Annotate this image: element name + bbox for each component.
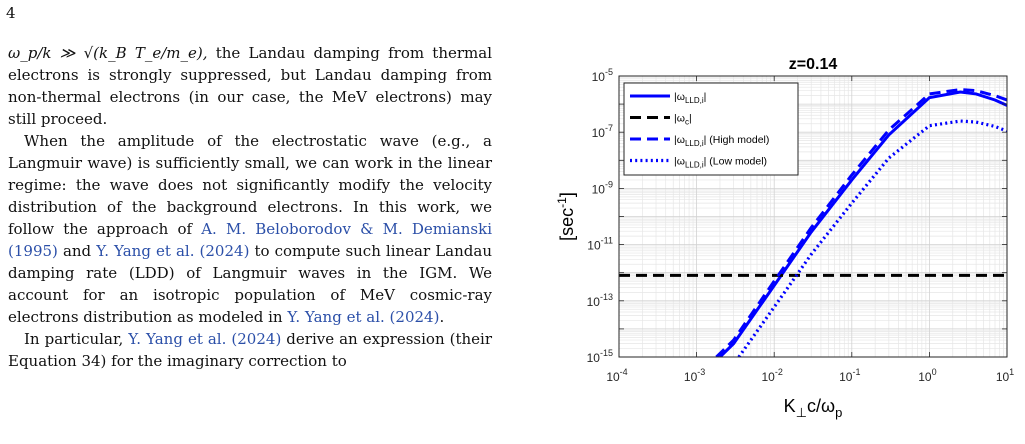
series-line-1 (718, 90, 1007, 357)
citation-link[interactable]: Y. Yang et al. (2024) (287, 308, 440, 326)
citation-link[interactable]: Y. Yang et al. (2024) (128, 330, 282, 348)
x-tick-label: 101 (996, 367, 1014, 384)
damping-rate-chart: 10-4 10-3 10-2 10-1 100 101 10-15 10-13 10-11 10-… (555, 56, 1014, 420)
paragraph-text: and (57, 242, 97, 260)
paragraph-text: . (439, 308, 445, 326)
paragraph-text: the Landau damping from thermal electron… (8, 44, 492, 128)
citation-author: Y. Yang et al. (287, 308, 385, 326)
paragraph: ω_p/k ≫ √(k_B T_e/m_e), the Landau dampi… (8, 42, 492, 130)
x-tick-label: 10-1 (839, 367, 860, 384)
citation-year: 2024 (205, 242, 244, 260)
page-number: 4 (6, 4, 16, 22)
legend-box (623, 82, 799, 176)
paragraph-text: to compute such linear Landau damping ra… (8, 242, 492, 326)
series-line-3 (715, 88, 1007, 357)
legend-label-3: |ωLLD,i| (High model) (674, 134, 769, 148)
body-text: ω_p/k ≫ √(k_B T_e/m_e), the Landau dampi… (8, 42, 492, 372)
citation-author: A. M. Beloborodov & M. Demianski (201, 220, 493, 238)
inline-math: ω_p/k ≫ √(k_B T_e/m_e), (8, 44, 208, 62)
y-axis-label: [sec-1] (555, 192, 577, 241)
y-tick-label: 10-9 (592, 179, 613, 196)
chart-title: z=0.14 (789, 56, 838, 73)
x-tick-label: 100 (918, 367, 936, 384)
x-axis-label: K⊥c/ωp (784, 396, 843, 420)
citation-link[interactable]: A. M. Beloborodov & M. Demianski (1995) (8, 220, 493, 260)
y-tick-label: 10-13 (587, 292, 613, 309)
paragraph: In particular, Y. Yang et al. (2024) der… (8, 328, 492, 372)
citation-link[interactable]: Y. Yang et al. (2024) (96, 242, 250, 260)
citation-author: Y. Yang et al. (128, 330, 227, 348)
paragraph-text: derive an expression (their Equation 34)… (8, 330, 492, 370)
paragraph-text: When the amplitude of the electrostatic … (8, 132, 492, 238)
y-tick-label: 10-15 (587, 348, 613, 365)
legend-label-1: |ωLLD,i| (674, 91, 706, 105)
x-tick-label: 10-4 (606, 367, 627, 384)
citation-year: 2024 (395, 308, 434, 326)
legend-label-4: |ωLLD,i| (Low model) (674, 156, 767, 170)
citation-year: 1995 (13, 242, 53, 260)
figure: 10-4 10-3 10-2 10-1 100 101 10-15 10-13 10-11 10-… (520, 0, 1025, 444)
paragraph-text: In particular, (24, 330, 129, 348)
y-tick-label: 10-7 (592, 123, 613, 140)
legend-label-2: |ωc| (674, 113, 692, 127)
y-tick-label: 10-11 (587, 236, 613, 253)
paragraph: When the amplitude of the electrostatic … (8, 130, 492, 328)
y-tick-label: 10-5 (592, 67, 613, 84)
x-tick-label: 10-2 (762, 367, 783, 384)
citation-year: 2024 (237, 330, 276, 348)
x-tick-label: 10-3 (684, 367, 705, 384)
citation-author: Y. Yang et al. (96, 242, 195, 260)
